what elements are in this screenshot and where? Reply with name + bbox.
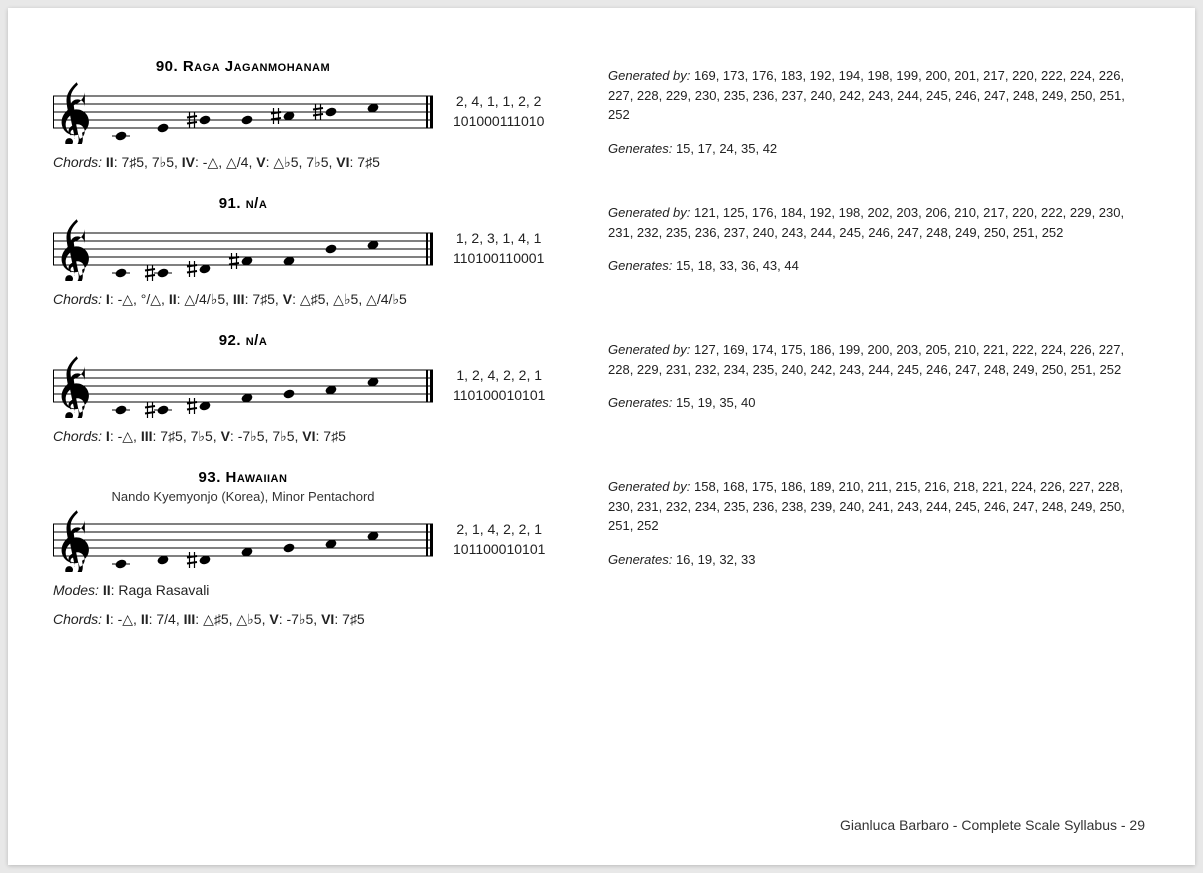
entries-container: 90. Raga Jaganmohanam — [53, 58, 1150, 630]
generated-by-block: Generated by: 127, 169, 174, 175, 186, 1… — [608, 340, 1150, 413]
scale-entry: 91. n/a 1, 2 — [53, 195, 1150, 310]
intervals-text: 1, 2, 3, 1, 4, 1 — [453, 229, 544, 249]
interval-codes: 2, 1, 4, 2, 2, 1 101100010101 — [433, 520, 545, 559]
generates-list: 15, 17, 24, 35, 42 — [676, 141, 777, 156]
generated-by-label: Generated by: — [608, 68, 690, 83]
title-row: 92. n/a — [53, 332, 433, 350]
intervals-text: 2, 1, 4, 2, 2, 1 — [453, 520, 545, 540]
generated-by-label: Generated by: — [608, 479, 690, 494]
scale-subtitle: Nando Kyemyonjo (Korea), Minor Pentachor… — [53, 489, 433, 504]
interval-codes: 1, 2, 3, 1, 4, 1 110100110001 — [433, 229, 544, 268]
staff-row: 2, 1, 4, 2, 2, 1 101100010101 — [53, 508, 583, 572]
scale-title: 93. Hawaiian — [199, 469, 288, 486]
left-column: 93. Hawaiian Nando Kyemyonjo (Korea), Mi… — [53, 469, 583, 630]
staff-row: 2, 4, 1, 1, 2, 2 101000111010 — [53, 80, 583, 144]
staff-svg — [53, 508, 433, 572]
staff-notation — [53, 508, 433, 572]
staff-svg — [53, 217, 433, 281]
modes-line: Modes: II: Raga Rasavali — [53, 580, 583, 601]
generates-label: Generates: — [608, 395, 672, 410]
title-row: 91. n/a — [53, 195, 433, 213]
right-column: Generated by: 127, 169, 174, 175, 186, 1… — [583, 332, 1150, 447]
right-column: Generated by: 158, 168, 175, 186, 189, 2… — [583, 469, 1150, 630]
binary-text: 101100010101 — [453, 540, 545, 560]
generates-list: 15, 19, 35, 40 — [676, 395, 756, 410]
intervals-text: 2, 4, 1, 1, 2, 2 — [453, 92, 544, 112]
generates-list: 15, 18, 33, 36, 43, 44 — [676, 258, 799, 273]
scale-entry: 93. Hawaiian Nando Kyemyonjo (Korea), Mi… — [53, 469, 1150, 630]
title-row: 90. Raga Jaganmohanam — [53, 58, 433, 76]
generates-label: Generates: — [608, 552, 672, 567]
generates-list: 16, 19, 32, 33 — [676, 552, 756, 567]
left-column: 92. n/a 1, 2, 4, 2, 2, 1 110100010101 — [53, 332, 583, 447]
chords-line: Chords: II: 7♯5, 7♭5, IV: -△, △/4, V: △♭… — [53, 152, 583, 173]
interval-codes: 1, 2, 4, 2, 2, 1 110100010101 — [433, 366, 545, 405]
generates-label: Generates: — [608, 141, 672, 156]
right-column: Generated by: 169, 173, 176, 183, 192, 1… — [583, 58, 1150, 173]
staff-row: 1, 2, 4, 2, 2, 1 110100010101 — [53, 354, 583, 418]
title-row: 93. Hawaiian Nando Kyemyonjo (Korea), Mi… — [53, 469, 433, 504]
staff-notation — [53, 80, 433, 144]
page-footer: Gianluca Barbaro - Complete Scale Syllab… — [840, 817, 1145, 833]
left-column: 91. n/a 1, 2 — [53, 195, 583, 310]
generated-by-label: Generated by: — [608, 342, 690, 357]
staff-svg — [53, 354, 433, 418]
interval-codes: 2, 4, 1, 1, 2, 2 101000111010 — [433, 92, 544, 131]
scale-entry: 90. Raga Jaganmohanam — [53, 58, 1150, 173]
generated-by-block: Generated by: 158, 168, 175, 186, 189, 2… — [608, 477, 1150, 569]
binary-text: 110100110001 — [453, 249, 544, 269]
scale-title: 90. Raga Jaganmohanam — [156, 58, 330, 75]
scale-title: 91. n/a — [219, 195, 268, 212]
right-column: Generated by: 121, 125, 176, 184, 192, 1… — [583, 195, 1150, 310]
binary-text: 110100010101 — [453, 386, 545, 406]
staff-notation — [53, 217, 433, 281]
generates-label: Generates: — [608, 258, 672, 273]
scale-entry: 92. n/a 1, 2, 4, 2, 2, 1 110100010101 — [53, 332, 1150, 447]
scale-title: 92. n/a — [219, 332, 268, 349]
intervals-text: 1, 2, 4, 2, 2, 1 — [453, 366, 545, 386]
generated-by-block: Generated by: 121, 125, 176, 184, 192, 1… — [608, 203, 1150, 276]
staff-notation — [53, 354, 433, 418]
generated-by-block: Generated by: 169, 173, 176, 183, 192, 1… — [608, 66, 1150, 158]
staff-svg — [53, 80, 433, 144]
left-column: 90. Raga Jaganmohanam — [53, 58, 583, 173]
chords-line: Chords: I: -△, III: 7♯5, 7♭5, V: -7♭5, 7… — [53, 426, 583, 447]
binary-text: 101000111010 — [453, 112, 544, 132]
chords-line: Chords: I: -△, °/△, II: △/4/♭5, III: 7♯5… — [53, 289, 583, 310]
generated-by-label: Generated by: — [608, 205, 690, 220]
page: 90. Raga Jaganmohanam — [8, 8, 1195, 865]
chords-line: Chords: I: -△, II: 7/4, III: △♯5, △♭5, V… — [53, 609, 583, 630]
staff-row: 1, 2, 3, 1, 4, 1 110100110001 — [53, 217, 583, 281]
